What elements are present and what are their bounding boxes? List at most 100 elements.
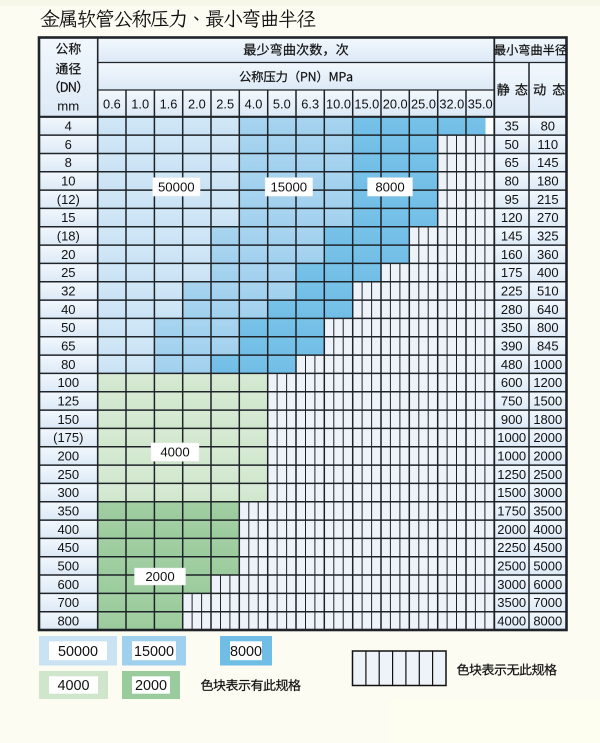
svg-text:8: 8 bbox=[65, 155, 72, 170]
svg-text:2500: 2500 bbox=[497, 559, 526, 574]
svg-text:270: 270 bbox=[537, 210, 559, 225]
svg-text:8000: 8000 bbox=[533, 614, 562, 629]
svg-text:1750: 1750 bbox=[497, 504, 526, 519]
svg-text:4000: 4000 bbox=[497, 614, 526, 629]
svg-text:145: 145 bbox=[501, 229, 523, 244]
svg-text:0.6: 0.6 bbox=[103, 97, 121, 112]
svg-text:640: 640 bbox=[537, 302, 559, 317]
svg-text:325: 325 bbox=[537, 229, 559, 244]
svg-text:2000: 2000 bbox=[533, 449, 562, 464]
svg-text:6.3: 6.3 bbox=[301, 97, 319, 112]
svg-text:35.0: 35.0 bbox=[468, 97, 493, 112]
svg-text:200: 200 bbox=[57, 449, 79, 464]
svg-text:1200: 1200 bbox=[533, 375, 562, 390]
svg-text:5000: 5000 bbox=[533, 559, 562, 574]
svg-text:(18): (18) bbox=[57, 229, 80, 244]
svg-text:4000: 4000 bbox=[160, 445, 189, 460]
svg-text:160: 160 bbox=[501, 247, 523, 262]
svg-text:4000: 4000 bbox=[57, 678, 89, 694]
svg-text:1250: 1250 bbox=[497, 467, 526, 482]
svg-text:50: 50 bbox=[61, 320, 75, 335]
svg-text:15000: 15000 bbox=[134, 644, 174, 660]
svg-text:180: 180 bbox=[537, 174, 559, 189]
svg-text:20.0: 20.0 bbox=[383, 97, 408, 112]
svg-text:150: 150 bbox=[57, 412, 79, 427]
svg-text:1800: 1800 bbox=[533, 412, 562, 427]
svg-text:10.0: 10.0 bbox=[326, 97, 351, 112]
svg-text:3500: 3500 bbox=[533, 504, 562, 519]
svg-text:2000: 2000 bbox=[135, 678, 167, 694]
svg-text:110: 110 bbox=[537, 137, 558, 152]
svg-text:(12): (12) bbox=[57, 192, 80, 207]
svg-text:50000: 50000 bbox=[58, 644, 98, 660]
svg-text:mm: mm bbox=[57, 99, 79, 114]
svg-text:95: 95 bbox=[504, 192, 518, 207]
svg-text:1000: 1000 bbox=[533, 357, 562, 372]
svg-text:1000: 1000 bbox=[497, 449, 526, 464]
svg-text:1500: 1500 bbox=[533, 394, 562, 409]
svg-text:800: 800 bbox=[57, 614, 79, 629]
svg-text:700: 700 bbox=[57, 595, 79, 610]
svg-text:3000: 3000 bbox=[533, 485, 562, 500]
svg-text:350: 350 bbox=[501, 320, 523, 335]
svg-text:125: 125 bbox=[57, 394, 79, 409]
svg-text:4000: 4000 bbox=[533, 522, 562, 537]
svg-text:3500: 3500 bbox=[497, 595, 526, 610]
svg-text:1.0: 1.0 bbox=[131, 97, 149, 112]
svg-text:120: 120 bbox=[501, 210, 523, 225]
svg-text:6: 6 bbox=[65, 137, 72, 152]
svg-text:10: 10 bbox=[61, 174, 75, 189]
svg-text:2.0: 2.0 bbox=[188, 97, 206, 112]
svg-text:2000: 2000 bbox=[497, 522, 526, 537]
svg-text:400: 400 bbox=[57, 522, 79, 537]
svg-text:750: 750 bbox=[501, 394, 523, 409]
svg-text:145: 145 bbox=[537, 155, 559, 170]
svg-text:4: 4 bbox=[65, 119, 72, 134]
svg-text:(175): (175) bbox=[53, 430, 83, 445]
svg-text:5.0: 5.0 bbox=[273, 97, 291, 112]
svg-text:360: 360 bbox=[537, 247, 559, 262]
svg-text:8000: 8000 bbox=[230, 644, 262, 660]
svg-text:300: 300 bbox=[57, 485, 79, 500]
svg-text:215: 215 bbox=[537, 192, 559, 207]
svg-text:100: 100 bbox=[57, 375, 79, 390]
svg-text:80: 80 bbox=[61, 357, 75, 372]
svg-text:900: 900 bbox=[501, 412, 523, 427]
svg-text:4.0: 4.0 bbox=[245, 97, 263, 112]
svg-text:65: 65 bbox=[504, 155, 518, 170]
svg-text:35: 35 bbox=[504, 119, 518, 134]
svg-text:8000: 8000 bbox=[375, 180, 404, 195]
svg-text:40: 40 bbox=[61, 302, 75, 317]
svg-text:225: 225 bbox=[501, 284, 523, 299]
svg-text:4500: 4500 bbox=[533, 540, 562, 555]
svg-text:390: 390 bbox=[501, 339, 523, 354]
svg-text:2000: 2000 bbox=[145, 569, 174, 584]
svg-text:2000: 2000 bbox=[533, 430, 562, 445]
svg-text:80: 80 bbox=[541, 119, 555, 134]
svg-text:6000: 6000 bbox=[533, 577, 562, 592]
svg-text:2500: 2500 bbox=[533, 467, 562, 482]
svg-text:250: 250 bbox=[57, 467, 79, 482]
svg-text:15: 15 bbox=[61, 210, 75, 225]
svg-text:15000: 15000 bbox=[270, 180, 307, 195]
svg-text:600: 600 bbox=[501, 375, 523, 390]
svg-text:1000: 1000 bbox=[497, 430, 526, 445]
svg-text:2.5: 2.5 bbox=[216, 97, 234, 112]
svg-text:80: 80 bbox=[504, 174, 518, 189]
svg-text:800: 800 bbox=[537, 320, 559, 335]
svg-text:25: 25 bbox=[61, 265, 75, 280]
svg-text:25.0: 25.0 bbox=[411, 97, 436, 112]
svg-text:50: 50 bbox=[504, 137, 518, 152]
svg-text:510: 510 bbox=[537, 284, 559, 299]
svg-text:32.0: 32.0 bbox=[439, 97, 464, 112]
svg-text:400: 400 bbox=[537, 265, 559, 280]
svg-text:7000: 7000 bbox=[533, 595, 562, 610]
svg-text:3000: 3000 bbox=[497, 577, 526, 592]
svg-text:480: 480 bbox=[501, 357, 523, 372]
svg-text:600: 600 bbox=[57, 577, 79, 592]
svg-text:65: 65 bbox=[61, 339, 75, 354]
svg-text:1.6: 1.6 bbox=[160, 97, 178, 112]
svg-text:450: 450 bbox=[57, 540, 79, 555]
svg-text:845: 845 bbox=[537, 339, 559, 354]
svg-text:15.0: 15.0 bbox=[354, 97, 379, 112]
